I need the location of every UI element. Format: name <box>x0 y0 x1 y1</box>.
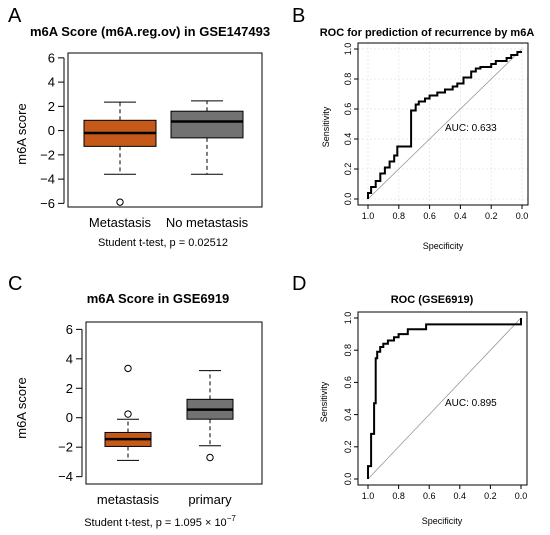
panel-c: C m6A Score in GSE6919 m6A score Student… <box>8 273 263 529</box>
y-tick-label: 0.4 <box>343 133 353 146</box>
roc-curve <box>367 318 522 479</box>
panel-d-xlabel: Specificity <box>422 516 463 526</box>
panel-b: B ROC for prediction of recurrence by m6… <box>292 5 534 251</box>
x-tick-label: 0.4 <box>454 491 467 501</box>
y-tick-label: 6 <box>66 322 73 337</box>
x-tick-label: 1.0 <box>362 211 375 221</box>
panel-a-note: Student t-test, p = 0.02512 <box>98 237 228 249</box>
x-tick-label: 0.2 <box>485 211 498 221</box>
y-tick-label: 2 <box>66 381 73 396</box>
x-category-label: No metastasis <box>166 215 249 230</box>
x-tick-label: 0.8 <box>393 211 406 221</box>
plot-frame <box>85 321 263 485</box>
x-tick-label: 0.0 <box>515 491 528 501</box>
x-tick-label: 0.6 <box>423 491 436 501</box>
y-tick-label: −6 <box>40 196 55 211</box>
panel-b-auc: AUC: 0.633 <box>445 123 497 134</box>
panel-letter-a: A <box>8 5 22 27</box>
panel-d-auc: AUC: 0.895 <box>445 398 497 409</box>
panel-d-ylabel: Sensitivity <box>319 381 329 422</box>
y-tick-label: 0 <box>48 123 55 138</box>
y-tick-label: 6 <box>48 50 55 65</box>
box-no-metastasis <box>170 110 244 139</box>
x-tick-label: 0.0 <box>516 211 529 221</box>
y-tick-label: 0.0 <box>343 193 353 206</box>
y-tick-label: 0.2 <box>343 441 353 454</box>
outlier-point <box>124 364 132 373</box>
chance-diagonal <box>367 48 523 200</box>
x-tick-label: 0.4 <box>454 211 467 221</box>
plot-frame <box>357 42 529 206</box>
chart-c: −4 −2 0 2 4 6 metastasis primary <box>58 321 263 507</box>
y-tick-label: −2 <box>58 440 73 455</box>
outlier-point <box>124 410 132 418</box>
panel-b-title: ROC for prediction of recurrence by m6A <box>320 27 535 39</box>
chart-a: −6 −4 −2 0 2 4 6 Metastasis No metastasis <box>40 50 263 230</box>
panel-a: A m6A Score (m6A.reg.ov) in GSE147493 m6… <box>8 5 270 249</box>
y-tick-label: 0.6 <box>343 376 353 389</box>
panel-letter-d: D <box>292 273 306 295</box>
x-tick-label: 1.0 <box>362 491 375 501</box>
y-tick-label: 0.2 <box>343 163 353 176</box>
panel-b-xlabel: Specificity <box>423 241 464 251</box>
plot-frame <box>67 52 263 208</box>
panel-c-title: m6A Score in GSE6919 <box>87 291 230 306</box>
x-category-label: Metastasis <box>89 215 152 230</box>
panel-d-title: ROC (GSE6919) <box>391 294 474 306</box>
roc-curve <box>367 51 522 199</box>
y-tick-label: 1.0 <box>343 43 353 56</box>
chance-diagonal <box>367 317 522 480</box>
y-tick-label: −4 <box>58 469 73 484</box>
y-tick-label: 0.0 <box>343 473 353 486</box>
panel-a-title: m6A Score (m6A.reg.ov) in GSE147493 <box>30 24 270 39</box>
y-tick-label: 0 <box>66 410 73 425</box>
panel-c-note-exponent: −7 <box>227 514 237 523</box>
panel-letter-b: B <box>292 5 305 27</box>
panel-d: D ROC (GSE6919) Sensitivity Specificity … <box>292 273 528 526</box>
panel-c-ylabel: m6A score <box>14 377 29 438</box>
x-tick-label: 0.2 <box>484 491 497 501</box>
x-category-label: primary <box>188 492 232 507</box>
x-category-label: metastasis <box>97 492 160 507</box>
panel-c-note: Student t-test, p = 1.095 × 10−7 <box>84 514 236 529</box>
plot-frame <box>357 311 528 486</box>
chart-b: 1.0 0.8 0.6 0.4 0.2 0.0 0.0 0.2 0.4 0.6 0.8 1.0 <box>343 42 529 221</box>
panel-c-note-prefix: Student t-test, p = 1.095 × 10 <box>84 517 227 529</box>
panel-b-ylabel: Sensitivity <box>321 106 331 147</box>
y-tick-label: −4 <box>40 172 55 187</box>
y-tick-label: 0.4 <box>343 408 353 421</box>
y-tick-label: 2 <box>48 99 55 114</box>
y-tick-label: 0.6 <box>343 103 353 116</box>
y-tick-label: −2 <box>40 147 55 162</box>
y-tick-label: 0.8 <box>343 344 353 357</box>
y-tick-label: 1.0 <box>343 312 353 325</box>
y-tick-label: 4 <box>66 351 73 366</box>
panel-a-ylabel: m6A score <box>14 103 29 164</box>
outlier-point <box>116 198 124 206</box>
x-tick-label: 0.6 <box>423 211 436 221</box>
chart-d: 1.0 0.8 0.6 0.4 0.2 0.0 0.0 0.2 0.4 0.6 0.8 1.0 <box>343 311 528 501</box>
x-tick-label: 0.8 <box>392 491 405 501</box>
y-tick-label: 0.8 <box>343 73 353 86</box>
panel-letter-c: C <box>8 273 22 295</box>
y-tick-label: 4 <box>48 75 55 90</box>
outlier-point <box>206 453 214 462</box>
